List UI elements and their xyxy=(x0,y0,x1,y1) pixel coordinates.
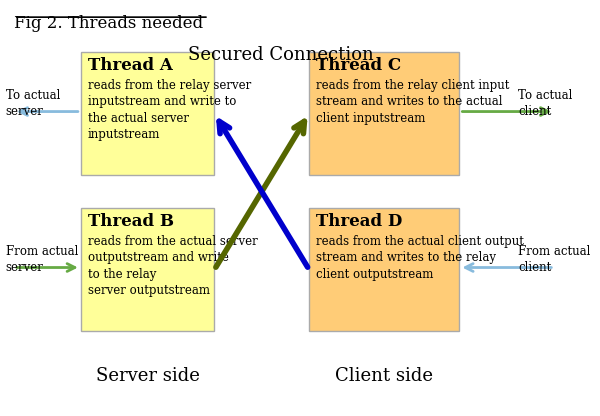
Text: Thread B: Thread B xyxy=(88,213,174,230)
Text: Fig 2. Threads needed: Fig 2. Threads needed xyxy=(14,15,203,32)
Text: Thread C: Thread C xyxy=(316,57,401,74)
Text: reads from the relay server
inputstream and write to
the actual server
inputstre: reads from the relay server inputstream … xyxy=(88,79,251,141)
Text: Client side: Client side xyxy=(335,367,433,385)
Text: Secured Connection: Secured Connection xyxy=(188,46,374,64)
FancyBboxPatch shape xyxy=(309,208,460,331)
Text: To actual
server: To actual server xyxy=(5,89,60,118)
Text: To actual
client: To actual client xyxy=(518,89,572,118)
Text: reads from the actual client output
stream and writes to the relay
client output: reads from the actual client output stre… xyxy=(316,235,524,281)
Text: Thread A: Thread A xyxy=(88,57,173,74)
Text: From actual
client: From actual client xyxy=(518,245,590,274)
FancyBboxPatch shape xyxy=(81,208,214,331)
Text: From actual
server: From actual server xyxy=(5,245,78,274)
Text: Thread D: Thread D xyxy=(316,213,403,230)
Text: reads from the relay client input
stream and writes to the actual
client inputst: reads from the relay client input stream… xyxy=(316,79,510,125)
Text: Server side: Server side xyxy=(95,367,200,385)
FancyBboxPatch shape xyxy=(81,52,214,175)
FancyBboxPatch shape xyxy=(309,52,460,175)
Text: reads from the actual server
outputstream and write
to the relay
server outputst: reads from the actual server outputstrea… xyxy=(88,235,258,297)
